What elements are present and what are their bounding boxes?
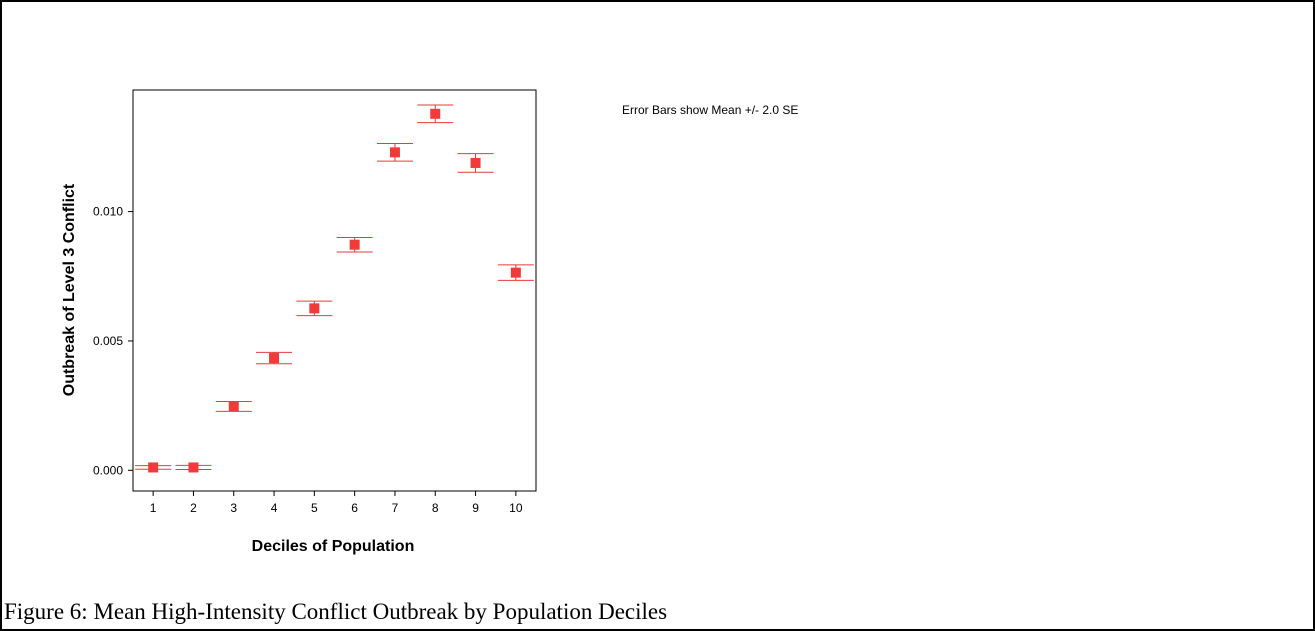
x-tick-label: 10 [509,501,523,515]
data-point-marker [148,462,159,473]
data-point-marker [430,108,441,119]
data-markers [148,108,521,473]
x-tick-label: 8 [432,501,439,515]
x-tick-label: 9 [472,501,479,515]
y-axis-label: Outbreak of Level 3 Conflict [61,183,78,396]
x-tick-label: 1 [150,501,157,515]
data-point-marker [470,157,481,168]
x-tick-label: 7 [392,501,399,515]
data-point-marker [188,462,199,473]
x-axis-label: Deciles of Population [252,538,415,555]
data-point-marker [228,401,239,412]
data-point-marker [349,239,360,250]
y-tick-label: 0.000 [93,463,123,477]
x-axis-ticks: 1 2 3 4 5 6 7 8 9 10 [150,491,523,515]
y-tick-label: 0.005 [93,334,123,348]
y-tick-label: 0.010 [93,205,123,219]
figure-caption: Figure 6: Mean High-Intensity Conflict O… [4,599,668,624]
data-point-marker [309,303,320,314]
x-tick-label: 5 [311,501,318,515]
x-tick-label: 2 [190,501,197,515]
x-tick-label: 3 [230,501,237,515]
x-tick-label: 4 [271,501,278,515]
plot-area [132,89,537,492]
error-bar-note: Error Bars show Mean +/- 2.0 SE [622,103,799,117]
y-axis-ticks: 0.000 0.005 0.010 [93,205,133,477]
data-point-marker [510,267,521,278]
data-point-marker [389,147,400,158]
data-point-marker [269,353,280,364]
x-tick-label: 6 [351,501,358,515]
